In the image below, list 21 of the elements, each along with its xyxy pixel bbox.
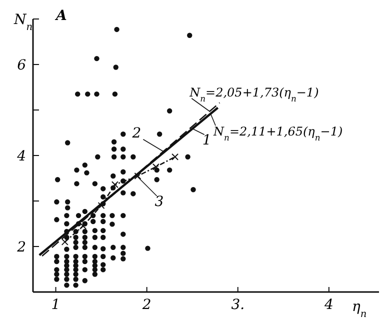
y-axis-title: N$_{п}$	[13, 12, 33, 32]
annotation: N$_{п}$=2,05+1,73(η$_{п}$−1)	[188, 85, 320, 104]
x-tick-label: 1	[51, 297, 60, 313]
point	[172, 153, 179, 160]
x-tick-label: 2	[141, 297, 152, 313]
y-tick-label: 4	[16, 148, 26, 164]
y-tick-label: 6	[17, 58, 26, 74]
point	[61, 238, 68, 246]
annotation: 3	[154, 194, 164, 210]
point	[134, 172, 142, 180]
annotation: N$_{п}$=2,11+1,65(η$_{п}$−1)	[212, 124, 343, 143]
x-axis-title: η$_{п}$	[352, 299, 367, 320]
annotation: 1	[202, 132, 212, 149]
point	[152, 163, 160, 170]
annotation: 2	[131, 125, 142, 142]
point	[80, 222, 87, 230]
chart-title: A	[54, 8, 67, 24]
point	[111, 181, 118, 188]
x-tick-label: 3.	[231, 297, 245, 313]
y-tick-label: 2	[16, 240, 26, 256]
x-tick-label: 4	[323, 297, 334, 313]
